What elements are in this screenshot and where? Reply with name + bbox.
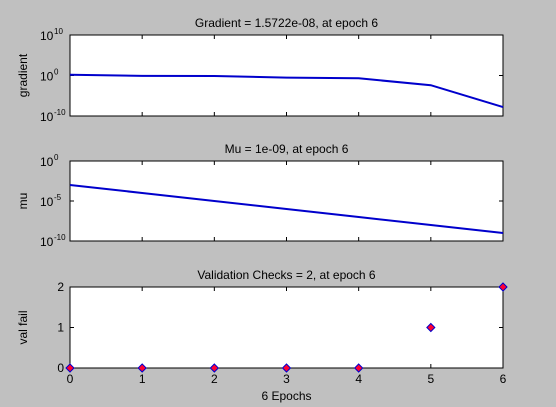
x-tick-label: 6 <box>500 372 507 386</box>
validation-panel: Validation Checks = 2, at epoch 6 val fai… <box>16 268 508 403</box>
y-tick-exponent: 0 <box>54 68 59 77</box>
data-point-diamond <box>65 363 75 373</box>
y-tick-base: 10 <box>40 70 54 84</box>
chart-title: Validation Checks = 2, at epoch 6 <box>197 268 376 282</box>
x-tick-label: 5 <box>427 372 434 386</box>
y-tick-label: 2 <box>57 280 64 294</box>
y-tick-label: 0 <box>57 361 64 375</box>
data-point-diamond <box>426 322 436 333</box>
y-tick-exponent: -10 <box>54 108 66 117</box>
y-tick-base: 10 <box>40 235 54 249</box>
y-tick-base: 10 <box>40 29 54 43</box>
x-axis-label: 6 Epochs <box>261 389 311 403</box>
y-tick-exponent: -10 <box>54 233 66 242</box>
x-tick-label: 0 <box>67 372 74 386</box>
y-axis-label: mu <box>16 193 30 210</box>
x-tick-label: 3 <box>283 372 290 386</box>
y-axis-label: gradient <box>16 53 30 97</box>
y-tick-base: 10 <box>40 110 54 124</box>
series-line <box>69 184 504 234</box>
x-tick-label: 1 <box>139 372 146 386</box>
y-axis-label: val fail <box>16 310 30 344</box>
data-point-diamond <box>281 363 292 373</box>
series-line <box>69 73 504 109</box>
chart-title: Gradient = 1.5722e-08, at epoch 6 <box>195 16 378 30</box>
data-point-diamond <box>498 282 508 292</box>
plot-area <box>69 286 504 369</box>
data-point-diamond <box>353 363 364 373</box>
y-tick-label: 1 <box>57 321 64 335</box>
y-tick-base: 10 <box>40 155 54 169</box>
chart-title: Mu = 1e-09, at epoch 6 <box>225 142 349 156</box>
data-point-diamond <box>137 363 147 373</box>
plot-area <box>69 160 504 242</box>
y-tick-exponent: 10 <box>54 27 63 36</box>
x-tick-label: 2 <box>211 372 218 386</box>
data-point-diamond <box>209 363 220 373</box>
y-tick-base: 10 <box>40 195 54 209</box>
y-tick-exponent: 0 <box>54 153 59 162</box>
y-tick-exponent: -5 <box>54 193 62 202</box>
gradient-panel: Gradient = 1.5722e-08, at epoch 6 gradien… <box>16 16 504 124</box>
x-tick-label: 4 <box>355 372 362 386</box>
